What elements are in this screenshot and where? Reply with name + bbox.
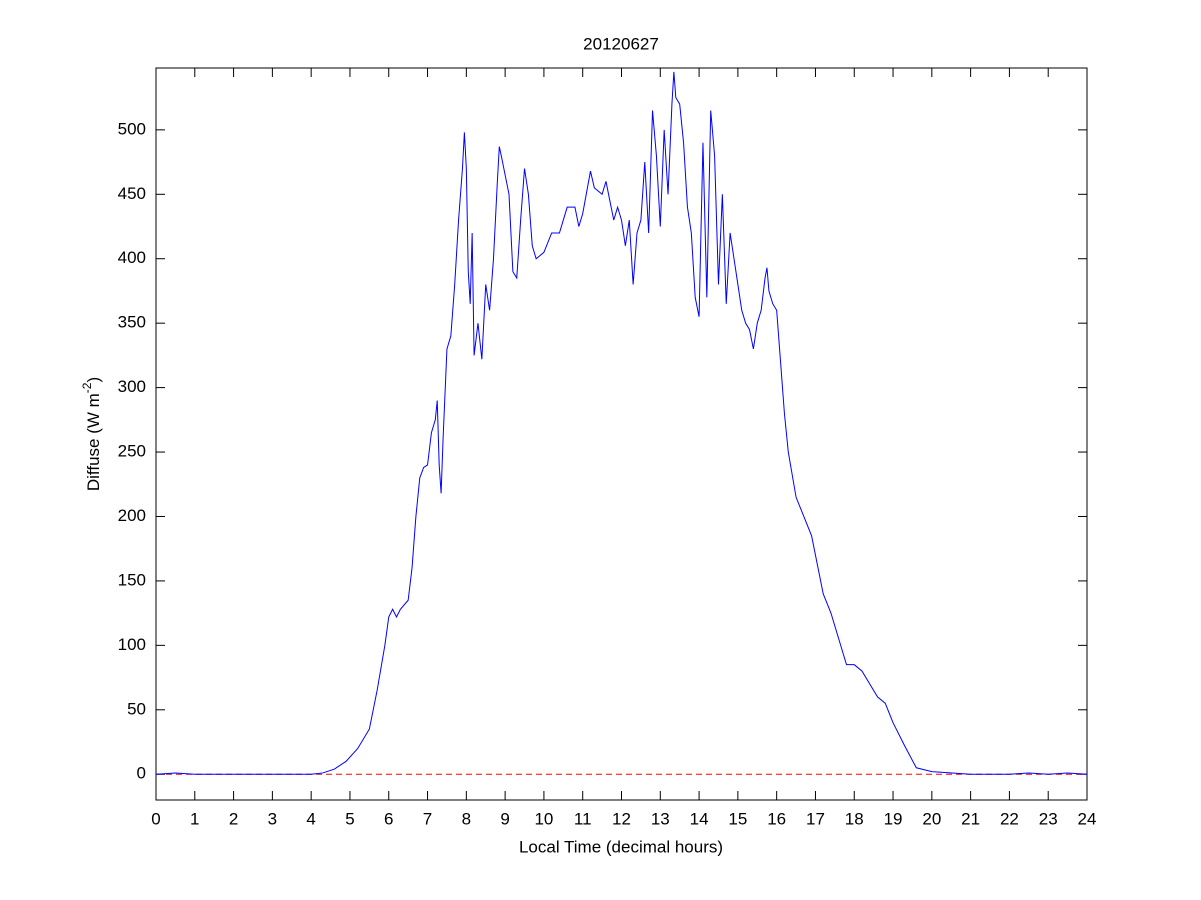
x-tick-label: 13 <box>651 809 670 828</box>
y-tick-label: 100 <box>118 635 146 654</box>
x-tick-label: 16 <box>767 809 786 828</box>
y-tick-label: 250 <box>118 442 146 461</box>
y-tick-label: 400 <box>118 248 146 267</box>
y-tick-label: 150 <box>118 570 146 589</box>
y-tick-label: 200 <box>118 506 146 525</box>
y-axis-label-tail: ) <box>84 377 103 383</box>
chart-title: 20120627 <box>583 34 659 53</box>
x-tick-label: 3 <box>268 809 277 828</box>
y-tick-label: 450 <box>118 184 146 203</box>
x-tick-label: 5 <box>345 809 354 828</box>
x-tick-label: 20 <box>922 809 941 828</box>
x-tick-label: 4 <box>306 809 315 828</box>
y-axis-label-text: Diffuse (W m <box>84 393 103 491</box>
x-tick-label: 22 <box>1000 809 1019 828</box>
x-axis-label: Local Time (decimal hours) <box>519 837 723 856</box>
x-tick-label: 8 <box>462 809 471 828</box>
x-tick-label: 15 <box>728 809 747 828</box>
x-tick-label: 12 <box>612 809 631 828</box>
plot-frame <box>155 67 1088 801</box>
x-tick-label: 23 <box>1039 809 1058 828</box>
x-tick-label: 11 <box>574 809 592 828</box>
x-tick-label: 17 <box>806 809 825 828</box>
y-axis-label-sup: -2 <box>80 382 94 393</box>
y-tick-label: 500 <box>118 119 146 138</box>
x-tick-label: 9 <box>500 809 509 828</box>
x-tick-label: 10 <box>534 809 553 828</box>
y-tick-label: 0 <box>137 764 146 783</box>
x-tick-label: 21 <box>961 809 980 828</box>
x-tick-label: 0 <box>151 809 160 828</box>
y-tick-label: 50 <box>127 699 146 718</box>
x-tick-label: 7 <box>423 809 432 828</box>
x-tick-label: 18 <box>845 809 864 828</box>
x-tick-label: 6 <box>384 809 393 828</box>
y-tick-label: 300 <box>118 377 146 396</box>
data-line <box>155 71 1088 775</box>
y-tick-label: 350 <box>118 313 146 332</box>
x-tick-label: 2 <box>229 809 238 828</box>
x-tick-label: 14 <box>690 809 709 828</box>
x-tick-label: 24 <box>1078 809 1097 828</box>
x-tick-label: 19 <box>884 809 903 828</box>
x-tick-label: 1 <box>190 809 199 828</box>
y-axis-label: Diffuse (W m-2) <box>80 377 103 491</box>
